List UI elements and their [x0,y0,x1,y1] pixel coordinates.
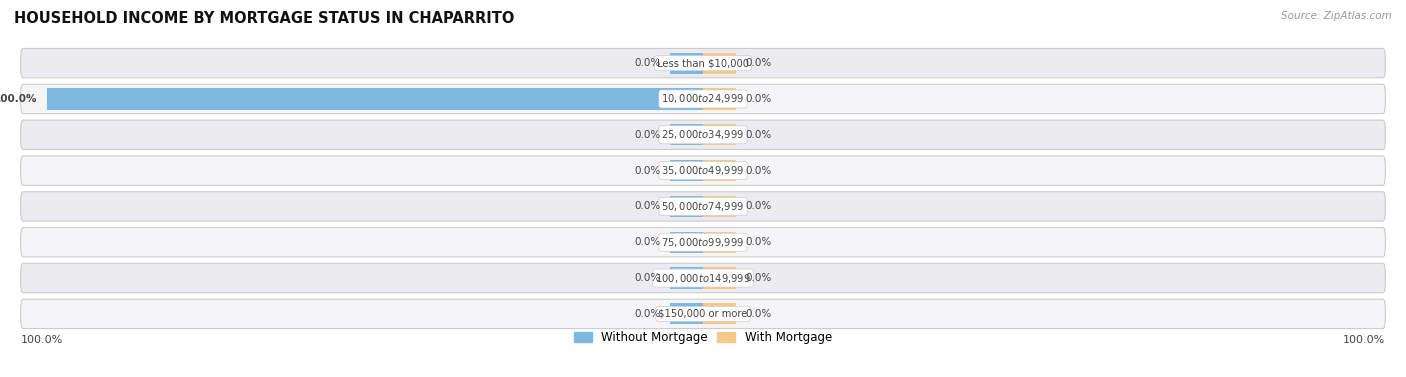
Text: 0.0%: 0.0% [745,58,772,68]
FancyBboxPatch shape [21,228,1385,257]
Bar [671,267,703,289]
Text: Less than $10,000: Less than $10,000 [657,58,749,68]
Bar [703,52,735,74]
Text: $100,000 to $149,999: $100,000 to $149,999 [655,271,751,285]
Bar [671,231,703,253]
Text: 0.0%: 0.0% [634,58,661,68]
Text: $75,000 to $99,999: $75,000 to $99,999 [661,236,745,249]
Bar [671,303,703,325]
FancyBboxPatch shape [21,120,1385,149]
Bar [671,160,703,181]
Text: 0.0%: 0.0% [745,273,772,283]
FancyBboxPatch shape [21,264,1385,293]
Text: $10,000 to $24,999: $10,000 to $24,999 [661,92,745,106]
Text: 0.0%: 0.0% [745,309,772,319]
FancyBboxPatch shape [21,156,1385,185]
Text: 0.0%: 0.0% [634,130,661,140]
Text: 0.0%: 0.0% [745,130,772,140]
FancyBboxPatch shape [21,49,1385,78]
Text: 0.0%: 0.0% [745,237,772,247]
Legend: Without Mortgage, With Mortgage: Without Mortgage, With Mortgage [569,326,837,349]
Text: 100.0%: 100.0% [21,335,63,345]
Bar [703,267,735,289]
Text: 0.0%: 0.0% [634,273,661,283]
Bar [703,303,735,325]
Bar [671,196,703,217]
Bar [703,88,735,110]
Text: HOUSEHOLD INCOME BY MORTGAGE STATUS IN CHAPARRITO: HOUSEHOLD INCOME BY MORTGAGE STATUS IN C… [14,11,515,26]
Text: 0.0%: 0.0% [634,237,661,247]
Bar [703,196,735,217]
Bar [46,88,703,110]
Bar [703,231,735,253]
Bar [703,160,735,181]
Text: Source: ZipAtlas.com: Source: ZipAtlas.com [1281,11,1392,21]
Text: $50,000 to $74,999: $50,000 to $74,999 [661,200,745,213]
Bar [703,124,735,146]
Text: 0.0%: 0.0% [634,166,661,176]
Text: 0.0%: 0.0% [634,201,661,211]
Bar [671,52,703,74]
Text: $150,000 or more: $150,000 or more [658,309,748,319]
FancyBboxPatch shape [21,192,1385,221]
Text: 100.0%: 100.0% [1343,335,1385,345]
Text: $25,000 to $34,999: $25,000 to $34,999 [661,128,745,141]
Text: 0.0%: 0.0% [745,166,772,176]
Text: 0.0%: 0.0% [634,309,661,319]
Text: 0.0%: 0.0% [745,94,772,104]
FancyBboxPatch shape [21,84,1385,113]
Text: 0.0%: 0.0% [745,201,772,211]
Bar [671,124,703,146]
Text: 100.0%: 100.0% [0,94,37,104]
Text: $35,000 to $49,999: $35,000 to $49,999 [661,164,745,177]
FancyBboxPatch shape [21,299,1385,328]
